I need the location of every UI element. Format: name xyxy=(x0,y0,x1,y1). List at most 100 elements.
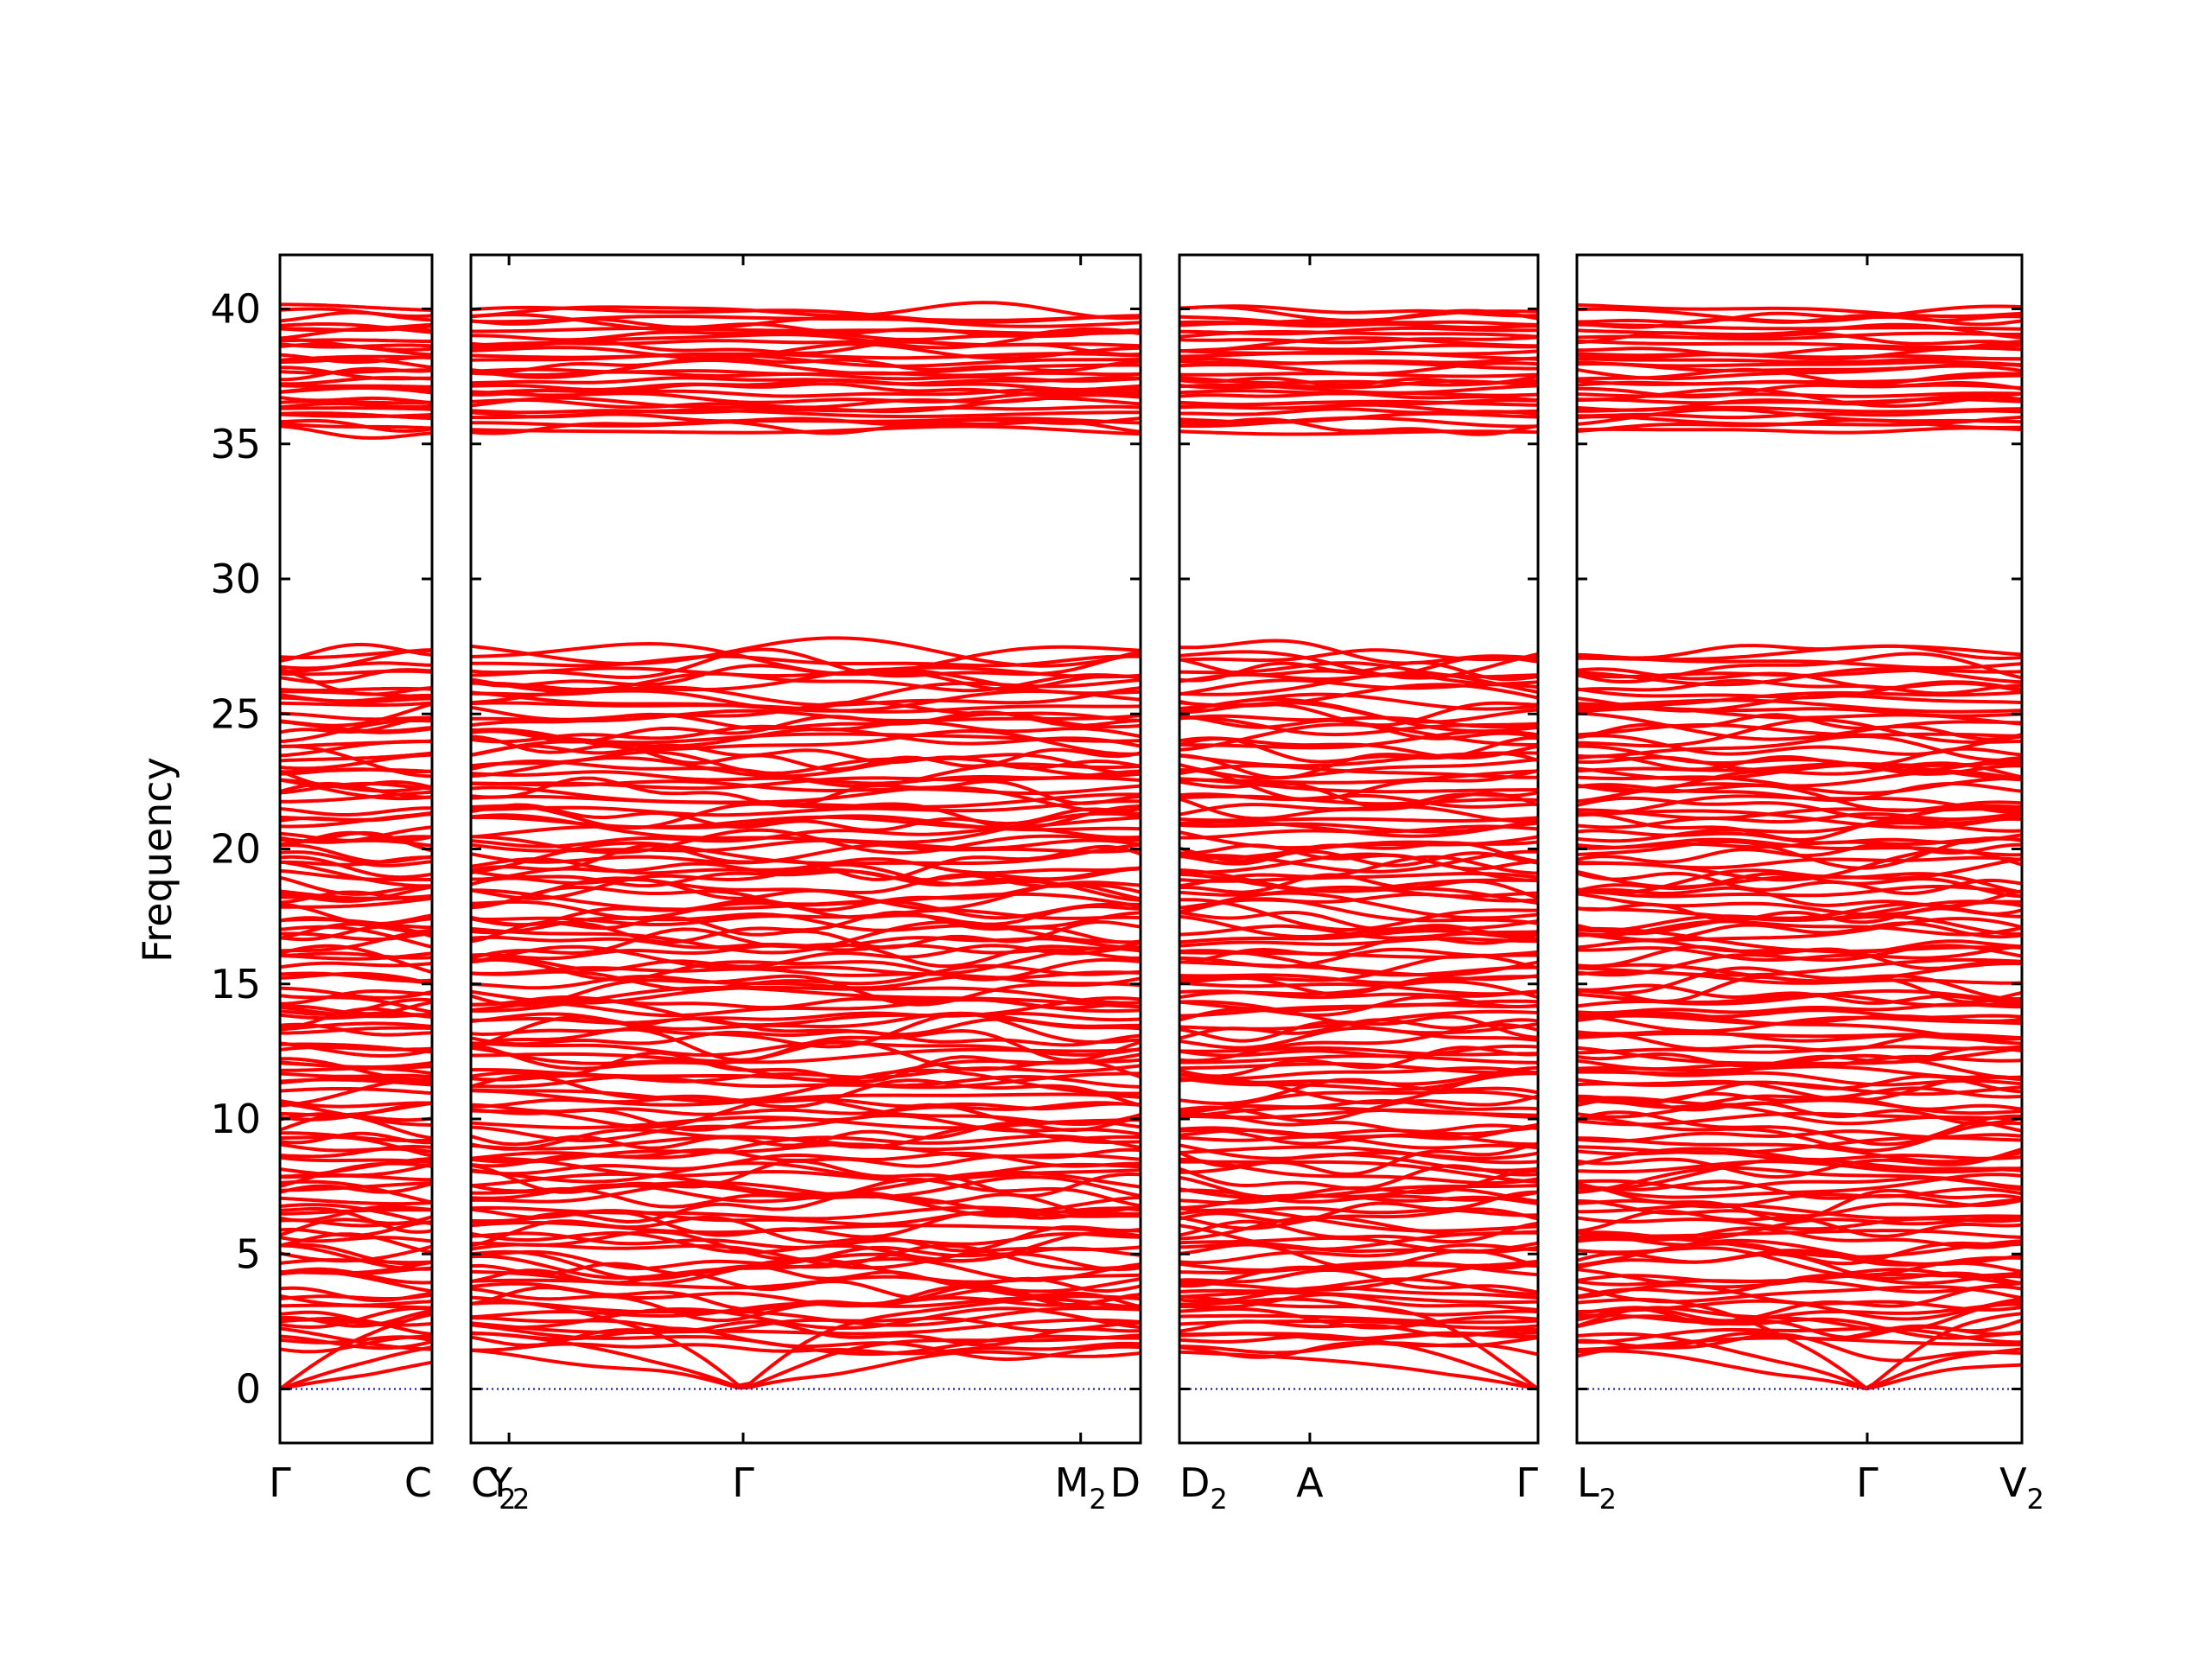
band-line xyxy=(471,944,1141,976)
band-line xyxy=(471,802,1141,830)
band-line xyxy=(1577,1116,2022,1153)
band-line xyxy=(471,1089,1141,1107)
band-line xyxy=(471,382,1141,397)
band-line xyxy=(1577,744,2022,772)
band-line xyxy=(1179,336,1538,353)
band-line xyxy=(280,406,432,411)
band-line xyxy=(1179,1094,1538,1123)
band-line xyxy=(1179,1183,1538,1201)
band-line xyxy=(471,734,1141,772)
y-tick-label-0: 0 xyxy=(236,1366,261,1413)
band-line xyxy=(1179,841,1538,866)
band-line xyxy=(471,957,1141,982)
band-line xyxy=(280,928,432,953)
band-line xyxy=(1577,811,2022,830)
band-line xyxy=(1577,761,2022,793)
y-tick-label-20: 20 xyxy=(210,826,261,873)
band-line xyxy=(1577,1216,2022,1231)
band-line xyxy=(471,1074,1141,1089)
band-line xyxy=(1577,1349,2022,1391)
band-line xyxy=(471,1231,1141,1249)
band-line xyxy=(471,1341,1141,1356)
band-line xyxy=(1577,1284,2022,1323)
band-line xyxy=(1179,1000,1538,1035)
band-line xyxy=(1577,1217,2022,1241)
band-line xyxy=(1577,868,2022,895)
y-tick-label-30: 30 xyxy=(210,556,261,602)
band-line xyxy=(1179,383,1538,395)
band-line xyxy=(1179,852,1538,883)
band-line xyxy=(471,963,1141,992)
band-line xyxy=(471,339,1141,348)
band-line xyxy=(1179,1125,1538,1137)
band-line xyxy=(280,1042,432,1054)
band-line xyxy=(280,850,432,868)
band-line xyxy=(1179,305,1538,322)
band-line xyxy=(1179,830,1538,850)
band-line xyxy=(1577,857,2022,889)
band-line xyxy=(1179,1000,1538,1013)
band-line xyxy=(280,843,432,864)
band-line xyxy=(1577,331,2022,341)
band-line xyxy=(471,975,1141,990)
band-line xyxy=(1577,1077,2022,1096)
band-line xyxy=(471,1215,1141,1253)
band-line xyxy=(471,743,1141,770)
band-line xyxy=(1179,349,1538,356)
band-line xyxy=(280,922,432,940)
band-line xyxy=(1577,718,2022,748)
band-line xyxy=(1179,429,1538,436)
band-line xyxy=(1577,809,2022,830)
band-line xyxy=(471,720,1141,744)
band-line xyxy=(1179,1077,1538,1106)
band-line xyxy=(1179,1141,1538,1177)
band-line xyxy=(1577,1045,2022,1055)
band-line xyxy=(280,418,432,433)
band-line xyxy=(1577,734,2022,756)
x-tick-label: D xyxy=(1110,1459,1141,1506)
band-line xyxy=(1577,311,2022,327)
band-line xyxy=(471,1300,1141,1327)
band-line xyxy=(1577,1129,2022,1143)
band-line xyxy=(280,661,432,671)
band-line xyxy=(280,667,432,696)
x-tick-label: Y2 xyxy=(487,1459,530,1516)
band-line xyxy=(1179,981,1538,996)
band-line xyxy=(1577,899,2022,923)
band-line xyxy=(1179,1293,1538,1312)
band-line xyxy=(280,1071,432,1079)
band-line xyxy=(1179,398,1538,407)
band-line xyxy=(1577,1011,2022,1027)
band-line xyxy=(280,951,432,960)
band-line xyxy=(280,412,432,418)
band-line xyxy=(1577,1147,2022,1179)
band-line xyxy=(280,1309,432,1325)
band-line xyxy=(471,974,1141,1007)
band-line xyxy=(280,365,432,381)
band-line xyxy=(1577,1283,2022,1312)
band-line xyxy=(1577,1166,2022,1194)
band-line xyxy=(1577,359,2022,368)
band-line xyxy=(1179,937,1538,948)
band-line xyxy=(1179,1065,1538,1080)
band-line xyxy=(280,855,432,880)
band-line xyxy=(1179,1319,1538,1330)
band-line xyxy=(1179,846,1538,868)
band-line xyxy=(471,799,1141,817)
band-line xyxy=(1179,1306,1538,1330)
band-line xyxy=(1179,1277,1538,1296)
band-line xyxy=(1577,1013,2022,1033)
band-line xyxy=(1577,1198,2022,1218)
band-line xyxy=(280,989,432,1006)
band-line xyxy=(1577,698,2022,714)
band-line xyxy=(471,803,1141,832)
band-line xyxy=(1577,373,2022,386)
band-line xyxy=(280,896,432,909)
band-line xyxy=(471,1243,1141,1281)
band-line xyxy=(1179,1297,1538,1317)
band-line xyxy=(280,889,432,901)
y-tick-label-15: 15 xyxy=(210,961,261,1007)
